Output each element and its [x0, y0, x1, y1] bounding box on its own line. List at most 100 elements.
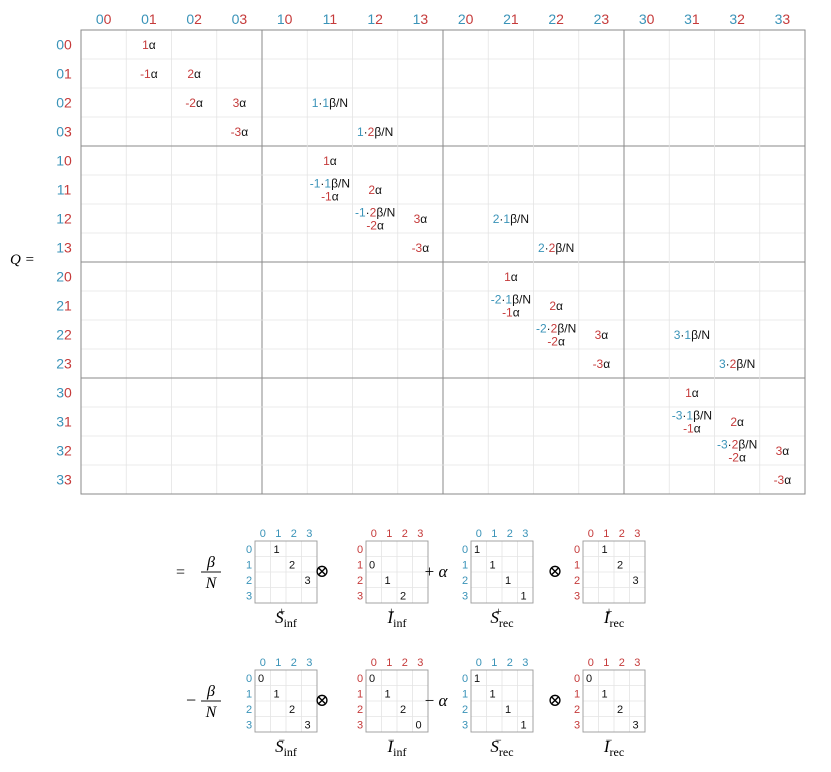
matrix-entry: 1α [504, 270, 518, 284]
small-matrix-entry: 1 [474, 673, 480, 685]
matrix-name: Srec− [490, 733, 513, 759]
small-matrix-border [470, 540, 534, 604]
small-col-label: 2 [291, 657, 297, 669]
small-matrix-entry: 1 [274, 544, 280, 556]
small-col-label: 3 [306, 657, 312, 669]
small-row-label: 2 [246, 704, 252, 716]
small-row-label: 0 [246, 673, 252, 685]
row-header: 01 [56, 66, 72, 82]
small-matrix-entry: 3 [305, 719, 311, 731]
matrix-entry: 2·1β/N [493, 212, 529, 226]
col-header: 21 [503, 11, 519, 27]
kronecker-operator: ⊗ [547, 690, 562, 710]
column-headers: 00 01 02 03 10 11 12 13 20 21 22 23 30 31 32 33 [96, 11, 791, 27]
small-row-label: 2 [462, 704, 468, 716]
small-row-label: 2 [574, 704, 580, 716]
row-header: 30 [56, 385, 72, 401]
small-col-label: 1 [386, 528, 392, 540]
small-row-label: 3 [574, 719, 580, 731]
matrix-entry: 3α [414, 212, 428, 226]
small-matrix-entry: 2 [617, 704, 623, 716]
row-header: 21 [56, 298, 72, 314]
small-matrix-entry: 0 [586, 673, 592, 685]
small-row-label: 1 [574, 688, 580, 700]
matrix-entry: 3α [776, 444, 790, 458]
small-col-label: 3 [417, 657, 423, 669]
equals-sign: = [176, 564, 185, 581]
small-col-label: 3 [522, 528, 528, 540]
matrix-entry: -3α [593, 357, 611, 371]
small-matrix-entry: 1 [385, 688, 391, 700]
small-row-label: 1 [574, 559, 580, 571]
row-header: 22 [56, 327, 72, 343]
small-matrix-entry: 1 [521, 590, 527, 602]
small-col-label: 0 [588, 528, 594, 540]
matrix-entry: 2α [549, 299, 563, 313]
row-header: 32 [56, 443, 72, 459]
kronecker-operator: ⊗ [314, 561, 329, 581]
row-header: 11 [57, 182, 72, 198]
small-matrix-border [365, 669, 429, 733]
small-matrix-entry: 2 [289, 704, 295, 716]
col-header: 01 [141, 11, 157, 27]
small-row-label: 3 [246, 590, 252, 602]
small-col-label: 2 [402, 657, 408, 669]
matrix-entry: -3·2β/N [717, 438, 757, 452]
matrix-entry: 3·1β/N [674, 328, 710, 342]
small-col-label: 3 [634, 528, 640, 540]
matrix-name: Iinf− [386, 733, 406, 759]
small-matrix-entry: 0 [258, 673, 264, 685]
col-header: 11 [323, 11, 338, 27]
small-col-label: 1 [491, 657, 497, 669]
matrix-name: Sinf− [275, 733, 297, 759]
row-header: 33 [56, 472, 72, 488]
matrix-entry: -3α [412, 241, 430, 255]
matrix-entry: -1α [140, 67, 158, 81]
col-header: 02 [186, 11, 202, 27]
small-matrix-entry: 1 [505, 704, 511, 716]
small-col-label: 2 [402, 528, 408, 540]
small-row-label: 3 [462, 590, 468, 602]
col-header: 13 [413, 11, 429, 27]
matrix-entry: 1α [685, 386, 699, 400]
matrix-entry: -2·2β/N [536, 322, 576, 336]
small-row-label: 0 [462, 544, 468, 556]
row-header: 13 [56, 240, 72, 256]
col-header: 03 [232, 11, 248, 27]
small-row-label: 3 [462, 719, 468, 731]
small-matrix-entry: 2 [400, 590, 406, 602]
small-col-label: 3 [522, 657, 528, 669]
small-col-label: 0 [476, 657, 482, 669]
matrix-grid [80, 29, 806, 495]
row-header: 23 [56, 356, 72, 372]
small-col-label: 1 [491, 528, 497, 540]
small-matrix-border [582, 669, 646, 733]
small-matrix-border [582, 540, 646, 604]
small-matrix-entry: 1 [505, 575, 511, 587]
small-row-label: 0 [246, 544, 252, 556]
small-col-label: 2 [619, 528, 625, 540]
matrix-entry: -2·1β/N [491, 293, 531, 307]
matrix-name: Irec+ [603, 604, 624, 630]
matrix-entry: -1α [321, 190, 339, 204]
small-row-label: 0 [357, 673, 363, 685]
matrix-border [80, 29, 806, 495]
col-header: 33 [775, 11, 791, 27]
col-header: 12 [367, 11, 383, 27]
small-col-label: 3 [306, 528, 312, 540]
row-header: 20 [56, 269, 72, 285]
small-matrix-entry: 1 [521, 719, 527, 731]
small-matrix-entry: 1 [490, 688, 496, 700]
small-matrix-entry: 1 [602, 688, 608, 700]
small-row-label: 1 [357, 688, 363, 700]
matrix-entry: -2α [366, 219, 384, 233]
small-row-label: 3 [574, 590, 580, 602]
fraction-numerator: β [206, 554, 215, 571]
matrix-entry: 2α [368, 183, 382, 197]
small-matrix-entry: 0 [369, 673, 375, 685]
fraction-denominator: N [205, 575, 218, 592]
